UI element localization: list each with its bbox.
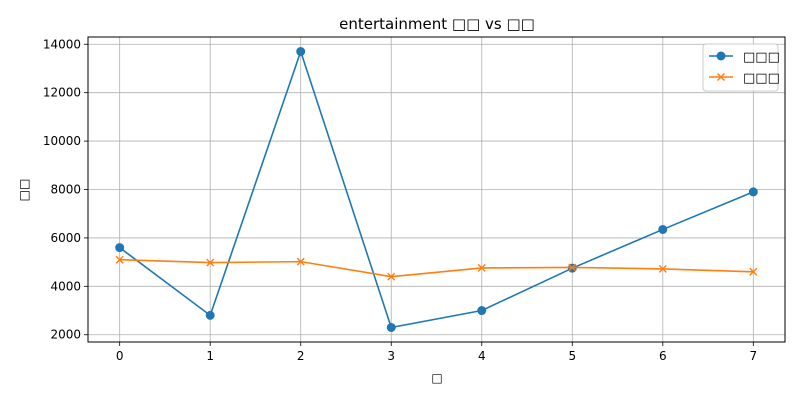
series-2-point (658, 264, 667, 273)
legend: □□□ □□□ (702, 43, 780, 92)
series-1-point (386, 322, 396, 332)
series-1-point (205, 310, 215, 320)
series-2-point-stroke-b (749, 267, 758, 276)
legend-item-1: □□□ (709, 50, 780, 65)
y-tick-label: 12000 (43, 86, 81, 100)
y-axis-title: □□ (17, 179, 31, 202)
series-2-point (749, 267, 758, 276)
x-tick-label: 4 (478, 349, 486, 363)
y-tick-label: 8000 (50, 183, 81, 197)
series-1-point (748, 187, 758, 197)
series-2-point-stroke-b (658, 264, 667, 273)
series-1-point (658, 224, 668, 234)
series-1-point (296, 47, 306, 57)
y-tick-label: 6000 (50, 231, 81, 245)
y-tick-label: 2000 (50, 328, 81, 342)
x-tick-label: 5 (568, 349, 576, 363)
legend-label: □□□ (743, 71, 780, 86)
legend-label: □□□ (743, 50, 780, 65)
series-2-point-stroke-b (568, 263, 577, 272)
x-tick-label: 3 (387, 349, 395, 363)
y-tick-label: 4000 (50, 279, 81, 293)
x-axis-title: □ (431, 371, 442, 385)
y-tick-label: 10000 (43, 134, 81, 148)
x-tick-label: 6 (659, 349, 667, 363)
x-tick-label: 0 (116, 349, 124, 363)
x-tick-label: 7 (749, 349, 757, 363)
series-2-point (115, 255, 124, 264)
x-tick-label: 1 (206, 349, 214, 363)
legend-item-2: □□□ (709, 71, 780, 86)
series-2-point (206, 258, 215, 267)
series-1 (115, 47, 758, 332)
series-2-point-stroke-b (206, 258, 215, 267)
legend-marker (717, 73, 725, 81)
series-2-point (387, 272, 396, 281)
series-2-point-stroke-b (477, 263, 486, 272)
series-2-point-stroke-b (387, 272, 396, 281)
x-tick-label: 2 (297, 349, 305, 363)
series-layer (115, 47, 758, 332)
series-2-point (477, 263, 486, 272)
series-1-line (119, 49, 754, 329)
series-2-point-stroke-b (296, 257, 305, 266)
series-2-point-stroke-b (115, 255, 124, 264)
series-2 (115, 255, 758, 281)
series-2-point (568, 263, 577, 272)
legend-marker (716, 51, 726, 61)
series-1-point (477, 306, 487, 316)
legend-marker-stroke-b (717, 73, 725, 81)
y-tick-label: 14000 (43, 37, 81, 51)
series-1-point (115, 243, 125, 253)
series-2-line (119, 258, 754, 278)
chart-title: entertainment □□ vs □□ (339, 15, 535, 33)
series-2-point (296, 257, 305, 266)
axis-ticks: 0 1 2 3 4 5 6 7 2000 4000 6000 8000 10000 12000 14000 (43, 37, 757, 363)
